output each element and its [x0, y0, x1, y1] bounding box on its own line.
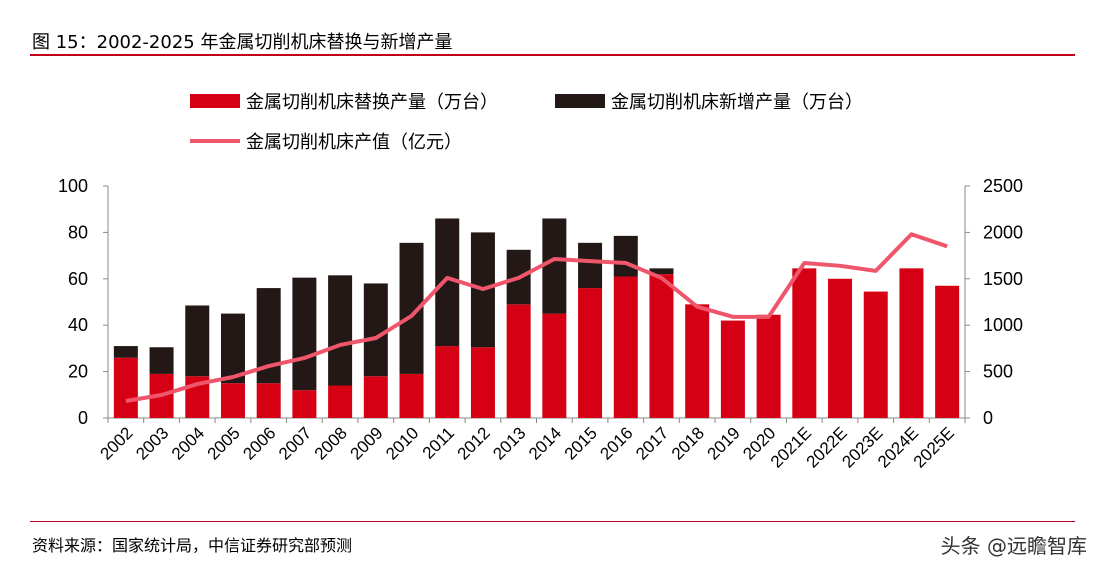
left-tick-label: 0	[78, 408, 88, 428]
right-tick-label: 500	[983, 362, 1013, 382]
bar-replacement-2021E	[792, 268, 817, 418]
bar-replacement-2006	[256, 383, 281, 418]
legend-swatch-replacement	[190, 94, 240, 108]
bar-replacement-2011	[435, 346, 460, 418]
line-output-value	[125, 232, 948, 403]
x-tick-label: 2017	[632, 423, 672, 463]
bar-replacement-2008	[328, 385, 353, 418]
left-tick-label: 20	[68, 362, 88, 382]
bar-replacement-2009	[363, 376, 388, 418]
x-tick-label: 2013	[489, 423, 529, 463]
left-tick-label: 80	[68, 222, 88, 242]
left-tick-label: 60	[68, 269, 88, 289]
chart: 金属切削机床替换产量（万台） 金属切削机床新增产量（万台） 金属切削机床产值（亿元）…	[58, 92, 1023, 472]
bar-replacement-2007	[292, 390, 317, 418]
bar-replacement-2012	[470, 347, 495, 418]
x-tick-label: 2006	[239, 423, 279, 463]
x-tick-label: 2004	[168, 423, 208, 463]
bar-new-2004	[185, 305, 210, 377]
bar-new-2003	[149, 347, 174, 374]
legend-label-new: 金属切削机床新增产量（万台）	[611, 92, 863, 112]
left-tick-label: 100	[58, 176, 88, 196]
right-tick-label: 2000	[983, 222, 1023, 242]
legend-label-replacement: 金属切削机床替换产量（万台）	[246, 92, 498, 112]
bar-replacement-2010	[399, 373, 424, 418]
x-tick-label: 2015	[561, 423, 601, 463]
x-tick-label: 2008	[311, 423, 351, 463]
bar-new-2007	[292, 277, 317, 391]
bar-new-2008	[328, 275, 353, 386]
bar-replacement-2002	[113, 357, 138, 418]
x-tick-label: 2011	[419, 423, 458, 462]
bar-new-2016	[613, 235, 638, 277]
x-tick-label: 2019	[704, 423, 744, 463]
bar-replacement-2025E	[935, 285, 960, 418]
legend-swatch-new	[555, 94, 605, 108]
right-tick-label: 2500	[983, 176, 1023, 196]
title-rule	[30, 54, 1075, 56]
right-tick-label: 0	[983, 408, 993, 428]
bar-replacement-2014	[542, 313, 567, 418]
x-tick-label: 2007	[275, 423, 315, 463]
figure-title: 图 15：2002-2025 年金属切削机床替换与新增产量	[32, 32, 453, 53]
bar-replacement-2024E	[899, 268, 924, 418]
bar-replacement-2023E	[863, 291, 888, 418]
source-note: 资料来源：国家统计局，中信证券研究部预测	[32, 536, 353, 555]
legend-label-output-value: 金属切削机床产值（亿元）	[246, 132, 462, 152]
x-tick-label: 2010	[382, 423, 422, 463]
bar-replacement-2016	[613, 276, 638, 418]
bar-replacement-2005	[220, 383, 245, 418]
footer-rule	[30, 521, 1075, 522]
x-tick-label: 2009	[346, 423, 386, 463]
bar-replacement-2015	[578, 288, 603, 418]
left-tick-label: 40	[68, 315, 88, 335]
x-tick-label: 2003	[132, 423, 172, 463]
bar-replacement-2017	[649, 274, 674, 418]
bar-new-2009	[363, 283, 388, 377]
bar-replacement-2018	[685, 304, 710, 418]
watermark: 头条 @远瞻智库	[940, 534, 1087, 558]
bar-new-2002	[113, 346, 138, 358]
right-tick-label: 1500	[983, 269, 1023, 289]
bar-new-2005	[220, 313, 245, 384]
x-tick-label: 2016	[596, 423, 636, 463]
bar-new-2017	[649, 268, 674, 275]
x-tick-label: 2002	[96, 423, 136, 463]
bar-replacement-2019	[720, 320, 745, 418]
bar-replacement-2020	[756, 314, 781, 418]
x-tick-label: 2012	[454, 423, 494, 463]
x-tick-label: 2018	[668, 423, 708, 463]
x-tick-label: 2025E	[910, 423, 958, 471]
bar-new-2014	[542, 218, 567, 314]
bar-replacement-2013	[506, 304, 531, 418]
right-tick-label: 1000	[983, 315, 1023, 335]
x-tick-label: 2005	[204, 423, 244, 463]
x-tick-label: 2014	[525, 423, 565, 463]
bar-new-2015	[578, 242, 603, 289]
bar-replacement-2022E	[828, 278, 853, 418]
